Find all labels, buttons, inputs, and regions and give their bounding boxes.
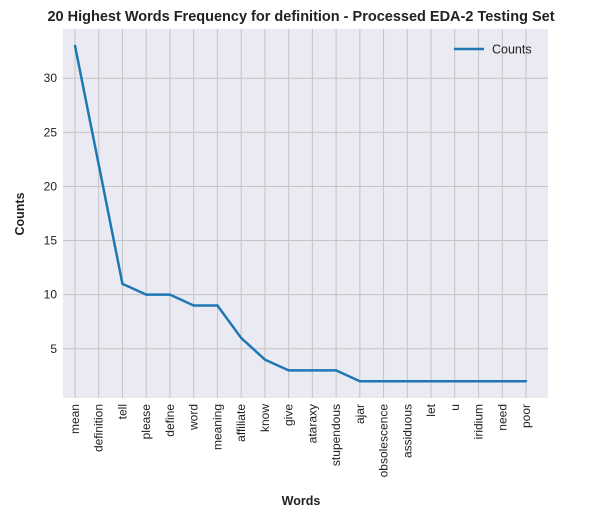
y-tick-label: 15 <box>44 234 58 248</box>
data-point <box>501 380 504 383</box>
plot-area <box>63 29 548 398</box>
x-tick-label: word <box>187 404 201 431</box>
data-point <box>524 380 528 383</box>
x-tick-label: iridium <box>472 404 486 439</box>
x-tick-label: need <box>495 404 509 431</box>
series-line-counts <box>73 45 526 383</box>
data-point <box>406 380 409 383</box>
x-tick-label: please <box>139 404 153 440</box>
data-point <box>216 304 219 307</box>
y-tick-label: 30 <box>44 71 58 85</box>
x-tick-label: know <box>258 404 272 432</box>
data-point <box>263 358 267 361</box>
data-point <box>192 304 195 307</box>
data-point <box>334 369 338 372</box>
x-tick-label: obsolescence <box>377 404 391 478</box>
y-tick-label: 25 <box>44 125 58 139</box>
data-point <box>287 369 290 372</box>
grid <box>63 29 548 398</box>
x-tick-label: definition <box>92 404 106 452</box>
x-tick-label: define <box>163 404 177 437</box>
x-tick-label: let <box>424 403 438 416</box>
chart-title: 20 Highest Words Frequency for definitio… <box>47 9 554 25</box>
x-tick-label: ataraxy <box>305 404 319 443</box>
data-point <box>73 44 77 47</box>
legend: Counts <box>454 43 532 57</box>
x-tick-label: ajar <box>353 404 367 424</box>
data-point <box>145 293 148 296</box>
data-point <box>168 293 172 296</box>
x-axis-label: Words <box>282 494 321 508</box>
x-tick-label: give <box>282 404 296 426</box>
x-tick-label: poor <box>519 404 533 428</box>
data-point <box>429 380 433 383</box>
legend-label-counts: Counts <box>492 43 532 57</box>
x-tick-label: stupendous <box>329 404 343 466</box>
data-point <box>453 380 456 383</box>
y-tick-label: 10 <box>44 288 58 302</box>
data-point <box>311 369 314 372</box>
x-tick-label: affiliate <box>234 404 248 442</box>
x-tick-label: meaning <box>210 404 224 450</box>
y-tick-labels: 5 10 15 20 25 30 <box>44 71 58 356</box>
data-point <box>477 380 480 383</box>
data-point <box>239 336 243 340</box>
x-tick-labels: mean definition tell please define word meanin… <box>68 403 533 477</box>
x-tick-label: mean <box>68 404 82 434</box>
x-tick-label: u <box>448 404 462 411</box>
x-tick-label: tell <box>115 404 129 419</box>
data-point <box>121 282 124 286</box>
y-axis-label: Counts <box>13 192 27 235</box>
data-point <box>382 380 385 383</box>
data-point <box>358 380 362 383</box>
data-point <box>97 163 100 167</box>
series-group <box>73 44 528 383</box>
y-tick-label: 5 <box>50 342 57 356</box>
y-tick-label: 20 <box>44 179 58 193</box>
x-tick-label: assiduous <box>400 404 414 458</box>
